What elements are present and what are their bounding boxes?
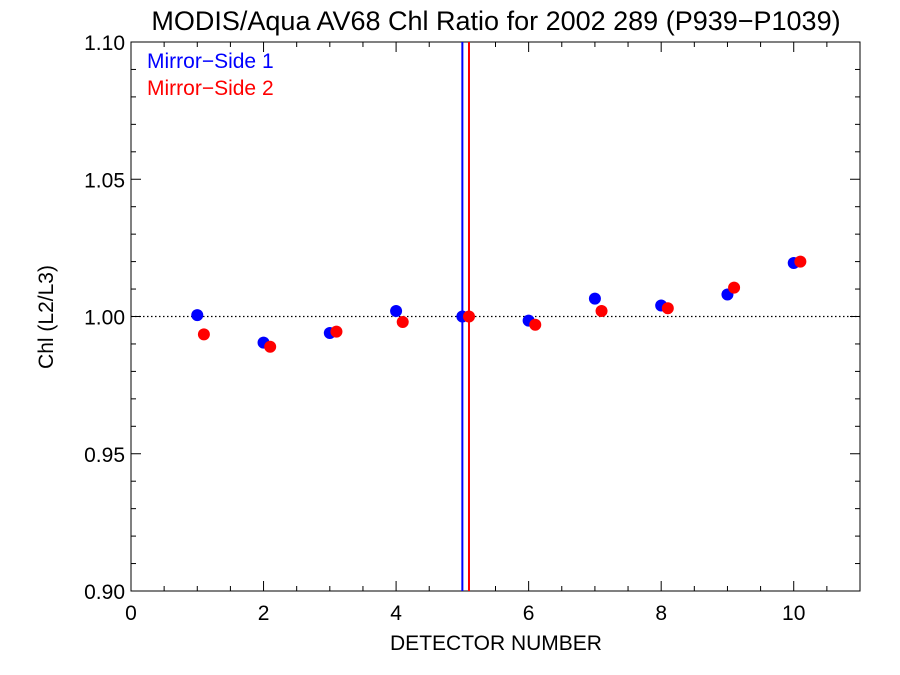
- y-tick-label: 1.05: [84, 169, 125, 192]
- series-1-point: [390, 305, 403, 318]
- legend-entry-2: Mirror−Side 2: [147, 77, 274, 100]
- series-2-point: [661, 302, 674, 315]
- x-tick-label: 10: [782, 602, 805, 625]
- y-tick-label: 0.95: [84, 444, 125, 467]
- series-1-point: [191, 309, 204, 322]
- x-tick-label: 0: [125, 602, 137, 625]
- series-2-point: [330, 325, 343, 338]
- series-2-point: [794, 255, 807, 268]
- y-tick-label: 0.90: [84, 581, 125, 604]
- x-tick-label: 6: [523, 602, 535, 625]
- x-tick-label: 2: [258, 602, 270, 625]
- series-2-point: [595, 305, 608, 318]
- series-2-point: [728, 281, 741, 294]
- legend-entry-1: Mirror−Side 1: [147, 50, 274, 73]
- chart-title: MODIS/Aqua AV68 Chl Ratio for 2002 289 (…: [151, 6, 840, 36]
- x-axis-label: DETECTOR NUMBER: [390, 632, 602, 655]
- y-tick-label: 1.00: [84, 307, 125, 330]
- series-2-point: [462, 310, 475, 323]
- series-2-point: [396, 315, 409, 328]
- series-2-point: [264, 340, 277, 353]
- y-tick-label: 1.10: [84, 32, 125, 55]
- x-tick-label: 4: [390, 602, 402, 625]
- x-tick-label: 8: [655, 602, 667, 625]
- series-2-point: [529, 318, 542, 331]
- series-2-point: [197, 328, 210, 341]
- y-axis-label: Chl (L2/L3): [35, 265, 58, 369]
- series-1-point: [588, 292, 601, 305]
